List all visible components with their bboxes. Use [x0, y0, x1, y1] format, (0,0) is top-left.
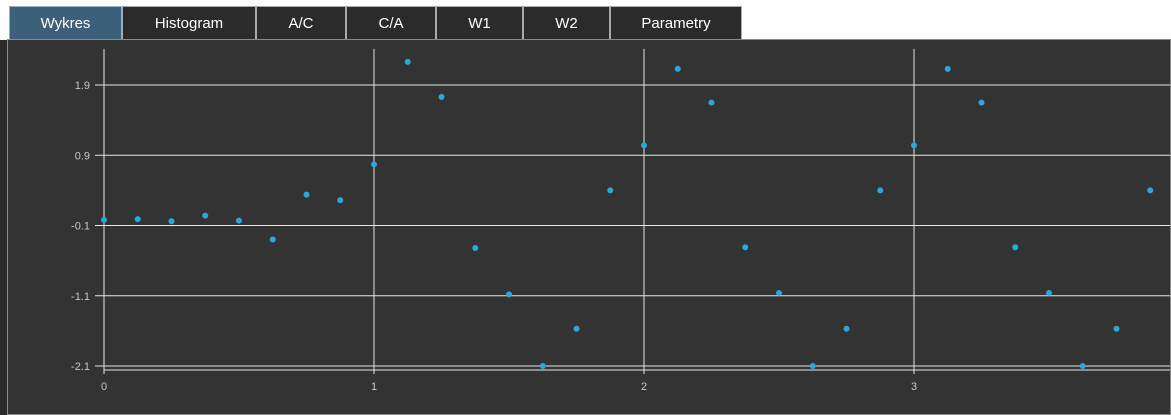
- tab-c-a[interactable]: C/A: [346, 6, 436, 39]
- data-point[interactable]: [708, 99, 715, 106]
- data-point[interactable]: [809, 363, 816, 369]
- y-tick-label: -1.1: [71, 291, 90, 303]
- data-point[interactable]: [404, 58, 411, 65]
- x-tick-label: 1: [371, 381, 377, 393]
- data-point[interactable]: [168, 218, 175, 225]
- y-tick-label: 0.9: [75, 150, 90, 162]
- data-point[interactable]: [303, 191, 310, 198]
- y-tick-label: 1.9: [75, 80, 90, 92]
- data-point[interactable]: [269, 236, 276, 243]
- data-point[interactable]: [539, 363, 546, 369]
- data-point[interactable]: [978, 99, 985, 106]
- data-point[interactable]: [742, 244, 749, 251]
- data-point[interactable]: [1012, 244, 1019, 251]
- data-point[interactable]: [573, 325, 580, 332]
- data-point[interactable]: [101, 216, 107, 223]
- data-point[interactable]: [674, 65, 681, 72]
- data-point[interactable]: [877, 187, 884, 194]
- data-point[interactable]: [776, 289, 782, 296]
- data-point[interactable]: [1147, 187, 1154, 194]
- scatter-chart[interactable]: -2.1 -1.1 -0.1 0.9 1.9 0 1 2 3: [8, 40, 1170, 414]
- tab-parametry[interactable]: Parametry: [610, 6, 742, 39]
- data-point[interactable]: [506, 291, 512, 298]
- data-point[interactable]: [641, 142, 647, 149]
- x-tick-label: 2: [641, 381, 647, 393]
- data-point[interactable]: [202, 212, 209, 219]
- tab-wykres[interactable]: Wykres: [9, 6, 122, 39]
- data-point[interactable]: [1113, 325, 1120, 332]
- data-point[interactable]: [472, 244, 479, 251]
- x-tick-label: 3: [911, 381, 917, 393]
- chart-panel: -2.1 -1.1 -0.1 0.9 1.9 0 1 2 3: [7, 39, 1171, 415]
- tab-histogram[interactable]: Histogram: [122, 6, 256, 39]
- data-point[interactable]: [236, 217, 242, 224]
- data-point[interactable]: [134, 216, 141, 223]
- y-tick-label: -2.1: [71, 361, 90, 373]
- data-point[interactable]: [337, 197, 344, 204]
- data-point[interactable]: [911, 142, 917, 149]
- data-point[interactable]: [1046, 289, 1052, 296]
- data-point[interactable]: [371, 161, 377, 168]
- data-point[interactable]: [944, 65, 951, 72]
- data-point[interactable]: [843, 325, 850, 332]
- x-tick-label: 0: [101, 381, 107, 393]
- tab-w1[interactable]: W1: [436, 6, 523, 39]
- tab-w2[interactable]: W2: [523, 6, 610, 39]
- y-tick-label: -0.1: [71, 221, 90, 233]
- data-point[interactable]: [1079, 363, 1086, 369]
- data-point[interactable]: [438, 93, 445, 100]
- data-point[interactable]: [607, 187, 614, 194]
- tab-bar: Wykres Histogram A/C C/A W1 W2 Parametry: [0, 0, 1171, 40]
- tab-a-c[interactable]: A/C: [256, 6, 346, 39]
